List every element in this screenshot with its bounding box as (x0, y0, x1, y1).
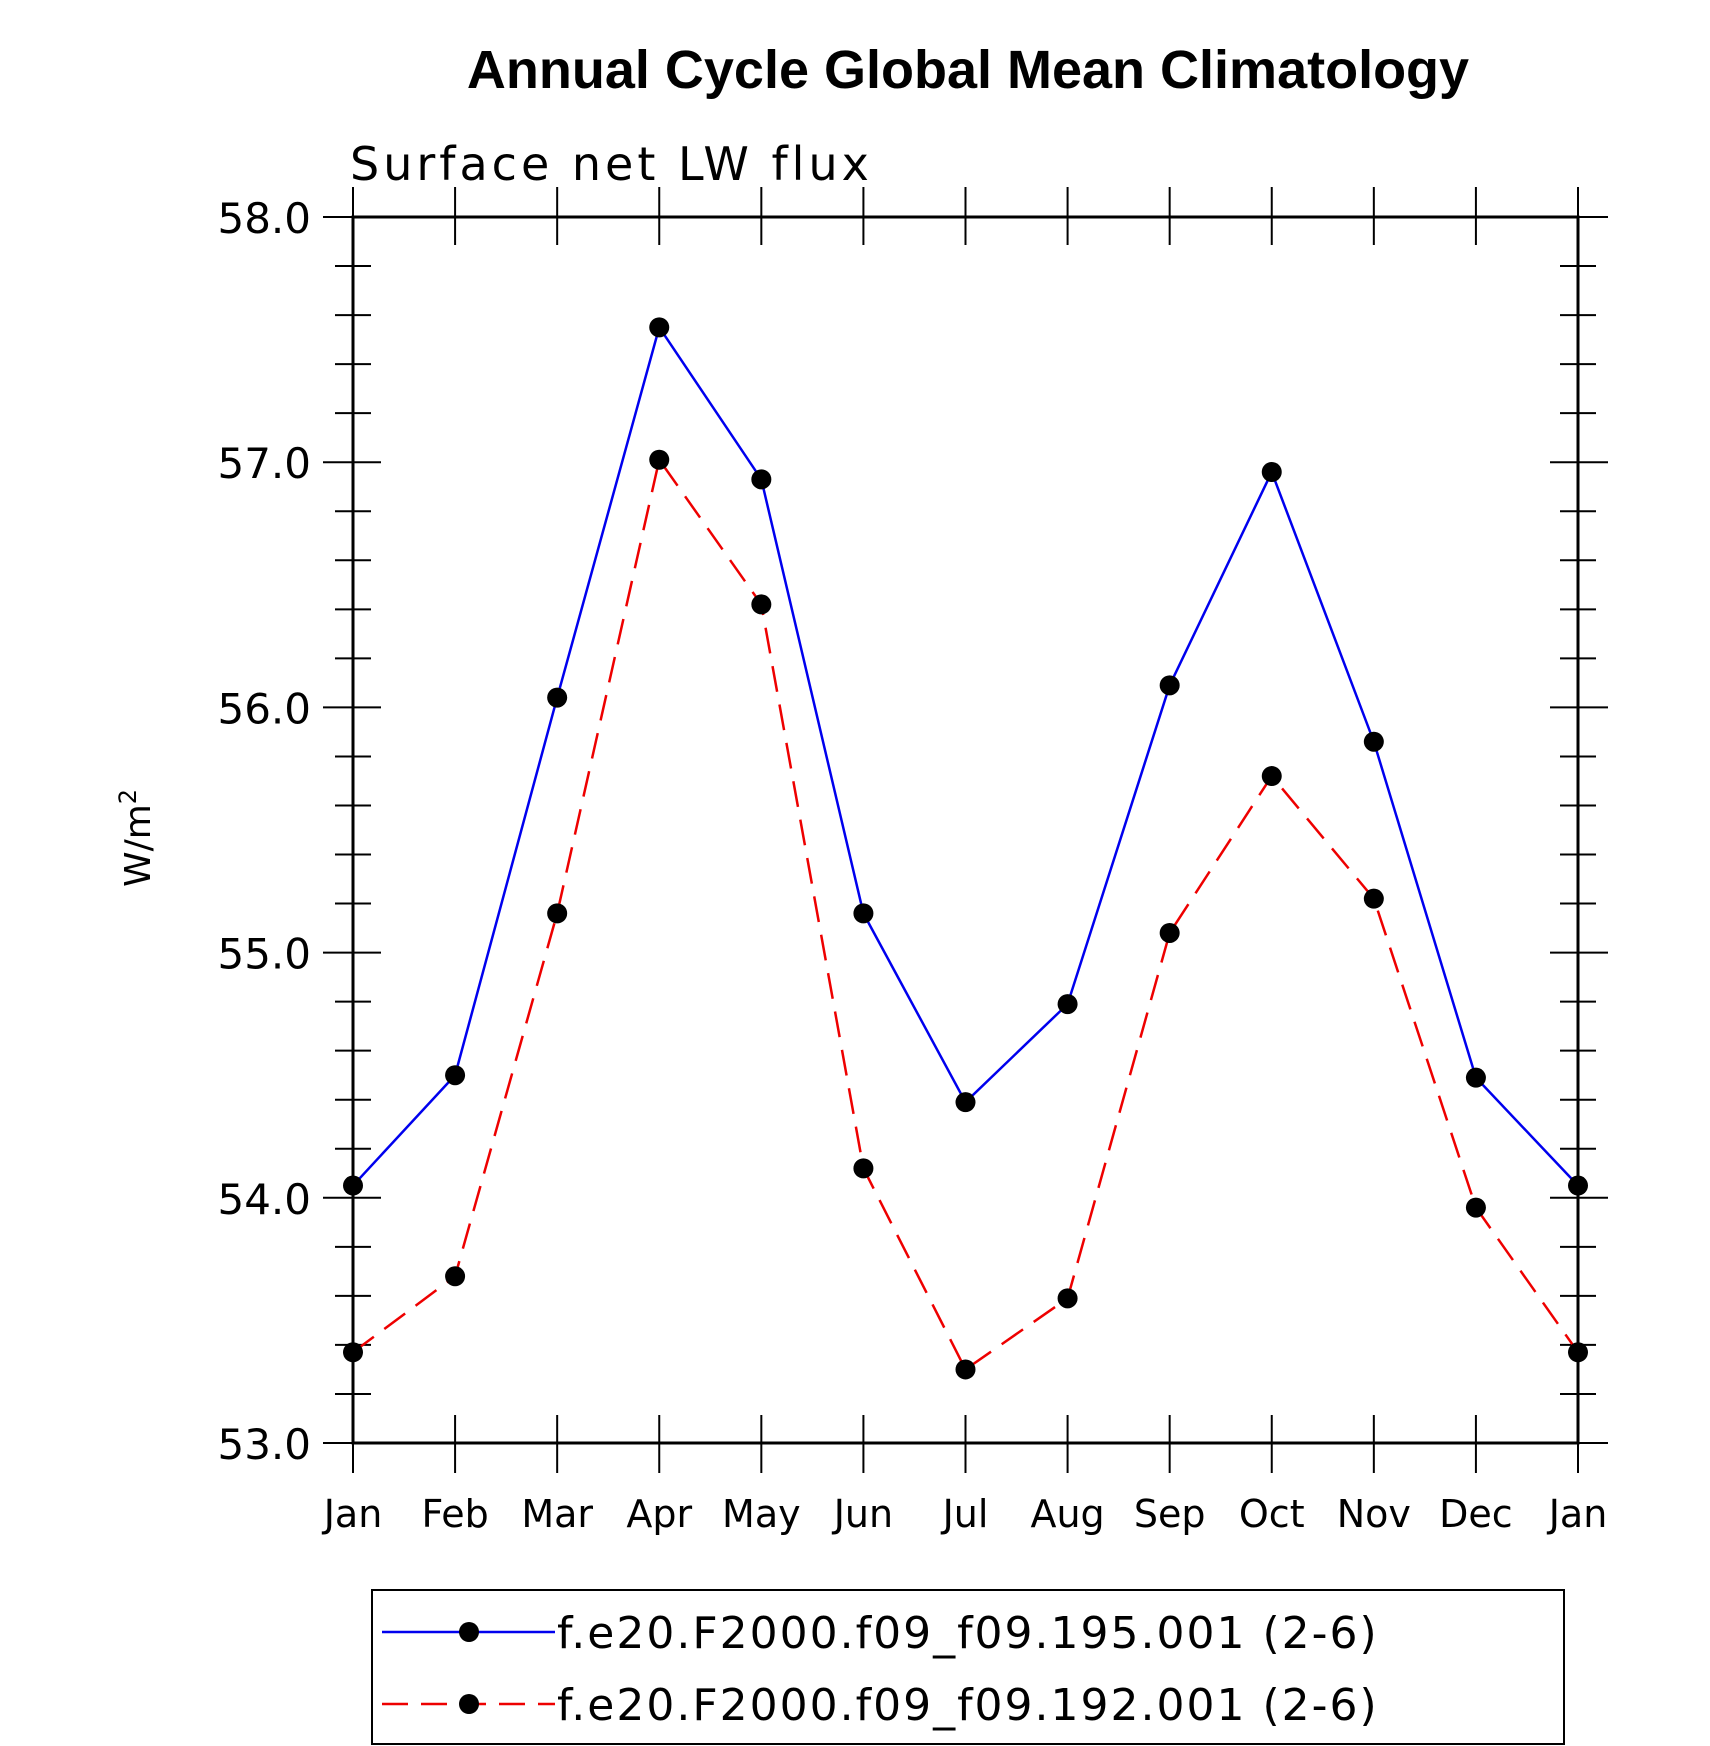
data-point (1465, 1067, 1486, 1088)
legend-box (371, 1589, 1565, 1745)
y-tick-label: 58.0 (217, 194, 311, 243)
x-tick-label: Mar (521, 1492, 593, 1536)
series-layer (343, 317, 1588, 1380)
y-tick-label: 56.0 (217, 684, 311, 733)
x-tick-label: Feb (421, 1492, 488, 1536)
x-tick-label: Jun (832, 1492, 893, 1536)
data-point (1057, 994, 1078, 1015)
data-point (1159, 922, 1180, 943)
data-point (547, 903, 568, 924)
data-point (751, 469, 772, 490)
data-point (853, 1158, 874, 1179)
plot-axes: 53.0 54.0 55.0 56.0 57.0 58.0 Jan Feb Mar Apr May J… (217, 187, 1608, 1536)
data-point (649, 449, 670, 470)
data-point (343, 1175, 363, 1196)
data-point (955, 1092, 976, 1113)
data-point (445, 1065, 466, 1086)
legend: f.e20.F2000.f09_f09.195.001 (2-6) f.e20.F… (371, 1589, 1565, 1745)
data-point (1261, 462, 1282, 483)
y-axis-label-text: W/m (118, 804, 159, 887)
y-tick-label: 54.0 (217, 1175, 311, 1224)
series-line-2 (352, 456, 1580, 1372)
data-point (649, 317, 670, 338)
x-tick-label: Sep (1134, 1492, 1206, 1536)
data-point (1568, 1175, 1588, 1196)
x-tick-label: Jan (1547, 1492, 1608, 1536)
x-tick-label: Apr (626, 1492, 692, 1536)
y-tick-label: 55.0 (217, 930, 311, 979)
x-tick-label: Dec (1439, 1492, 1513, 1536)
data-point (853, 903, 874, 924)
x-tick-label: Aug (1030, 1492, 1104, 1536)
data-point (1465, 1197, 1486, 1218)
y-tick-label: 57.0 (217, 439, 311, 488)
y-tick-label: 53.0 (217, 1420, 311, 1469)
data-point (445, 1266, 466, 1287)
legend-label: f.e20.F2000.f09_f09.192.001 (2-6) (557, 1680, 1379, 1731)
data-point (1159, 675, 1180, 696)
x-tick-label: May (722, 1492, 801, 1536)
y-axis-label-superscript: 2 (114, 789, 142, 804)
series-line-1 (352, 324, 1579, 1187)
data-point (1363, 731, 1384, 752)
y-axis-label: W/m2 (114, 789, 159, 887)
data-point (1568, 1342, 1588, 1363)
data-point (343, 1342, 363, 1363)
x-tick-label: Jan (322, 1492, 383, 1536)
x-tick-label: Oct (1239, 1492, 1305, 1536)
legend-label: f.e20.F2000.f09_f09.195.001 (2-6) (557, 1608, 1379, 1659)
plot-frame (351, 215, 1580, 1445)
data-point (751, 594, 772, 615)
chart-title: Annual Cycle Global Mean Climatology (467, 40, 1469, 100)
legend-marker (459, 1622, 479, 1642)
legend-marker (459, 1694, 479, 1714)
x-tick-label: Jul (941, 1492, 989, 1536)
x-tick-label: Nov (1337, 1492, 1411, 1536)
data-point (1057, 1288, 1078, 1309)
data-point (547, 687, 568, 708)
data-point (955, 1359, 976, 1380)
data-point (1261, 766, 1282, 787)
data-point (1363, 888, 1384, 909)
chart-subtitle: Surface net LW flux (350, 137, 873, 191)
